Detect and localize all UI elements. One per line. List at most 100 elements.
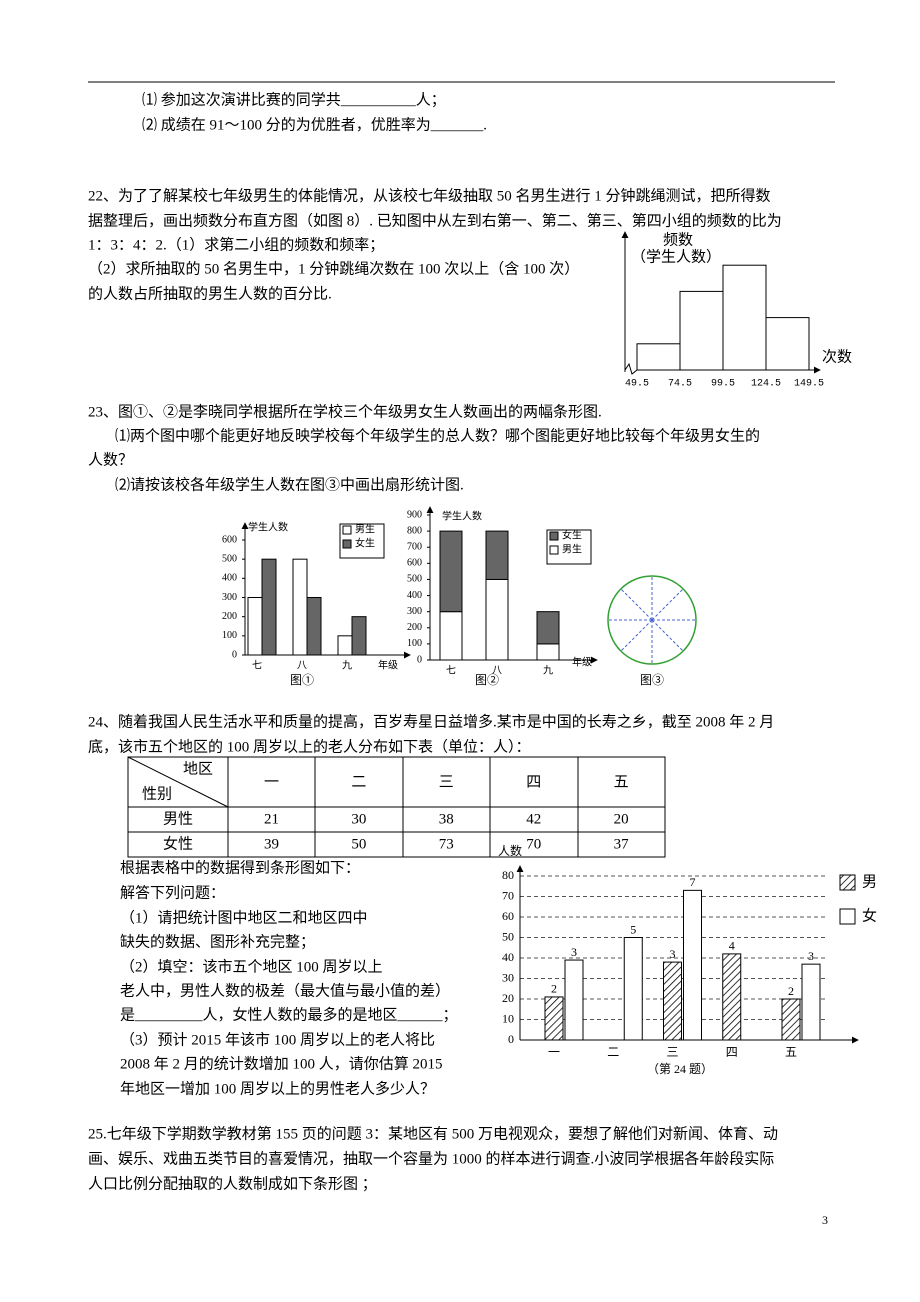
legend-swatch <box>342 539 352 549</box>
x-tick-label: 49.5 <box>625 379 649 390</box>
y-tick-label: 800 <box>407 525 422 536</box>
text-line: ⑴两个图中哪个能更好地反映学校每个年级学生的总人数？哪个图能更好地比较每个年级男… <box>115 426 760 444</box>
text-line: 根据表格中的数据得到条形图如下： <box>120 859 360 876</box>
x-tick-label: 四 <box>726 1045 738 1059</box>
text-line: 年地区一增加 100 周岁以上的男性老人多少人？ <box>120 1080 435 1097</box>
y-tick-label: 600 <box>222 534 237 545</box>
text-line: 23、图①、②是李晓同学根据所在学校三个年级男女生人数画出的两幅条形图. <box>88 402 602 420</box>
text-line: 24、随着我国人民生活水平和质量的提高，百岁寿星日益增多.某市是中国的长寿之乡，… <box>88 713 774 730</box>
legend-label: 男 <box>862 874 877 890</box>
table-cell: 30 <box>351 811 366 827</box>
bar-annotation: 5 <box>630 922 636 936</box>
bar <box>247 597 263 656</box>
legend-box <box>546 529 592 565</box>
y-axis-label: 人数 <box>498 843 522 858</box>
histogram-bar <box>722 264 767 371</box>
x-tick-label: 124.5 <box>751 379 781 390</box>
y-tick-label: 60 <box>502 909 514 923</box>
bar <box>564 959 584 1041</box>
column-header: 一 <box>264 774 279 790</box>
column-header: 四 <box>526 774 541 790</box>
bar-annotation: 2 <box>551 982 557 996</box>
question-24: 24、随着我国人民生活水平和质量的提高，百岁寿星日益增多.某市是中国的长寿之乡，… <box>88 713 774 755</box>
text-line: 22、为了了解某校七年级男生的体能情况，从该校七年级抽取 50 名男生进行 1 … <box>88 187 771 204</box>
text-line: 2008 年 2 月的统计数增加 100 人，请你估算 2015 <box>120 1054 443 1072</box>
x-tick-label: 九 <box>543 664 553 676</box>
y-tick-label: 600 <box>407 558 422 569</box>
figure-caption: （第 24 题） <box>647 1062 713 1076</box>
table-cell: 37 <box>614 836 630 852</box>
x-tick-label: 五 <box>785 1045 797 1059</box>
question-24-parts: 根据表格中的数据得到条形图如下： 解答下列问题： （1）请把统计图中地区二和地区… <box>120 859 458 1097</box>
y-tick-label: 10 <box>502 1011 514 1025</box>
text-line: 是_________人，女性人数的最多的是地区______； <box>120 1005 458 1023</box>
legend-label: 男生 <box>562 542 582 555</box>
table-corner: 性别 <box>142 785 172 802</box>
y-tick-label: 50 <box>502 929 514 943</box>
question-21: ⑴ 参加这次演讲比赛的同学共__________人； ⑵ 成绩在 91～100 … <box>142 91 487 133</box>
bar-annotation: 4 <box>729 939 735 953</box>
bar-annotation: 2 <box>788 984 794 998</box>
table-cell: 42 <box>526 811 541 827</box>
histogram-bar <box>679 290 724 371</box>
text-line: 底，该市五个地区的 100 周岁以上的老人分布如下表（单位：人）： <box>88 738 531 755</box>
text-line: 老人中，男性人数的极差（最大值与最小值的差） <box>120 982 450 999</box>
pie-radii <box>608 576 696 664</box>
x-axis-label: 次数 <box>822 348 852 365</box>
y-tick-label: 0 <box>417 654 422 665</box>
y-tick-label: 900 <box>407 509 422 520</box>
y-tick-label: 100 <box>222 630 237 641</box>
column-header: 二 <box>351 774 366 790</box>
y-tick-label: 40 <box>502 950 514 964</box>
x-tick-label: 149.5 <box>794 379 824 390</box>
text-line: ⑵请按该校各年级学生人数在图③中画出扇形统计图. <box>115 476 464 493</box>
column-header: 三 <box>439 774 454 790</box>
legend-swatch <box>342 525 352 535</box>
bar-segment <box>536 611 560 645</box>
text-line: 缺失的数据、图形补充完整； <box>120 933 315 950</box>
y-tick-label: 100 <box>407 638 422 649</box>
question-22: 22、为了了解某校七年级男生的体能情况，从该校七年级抽取 50 名男生进行 1 … <box>88 187 782 302</box>
legend-label: 女生 <box>355 536 375 549</box>
bar-segment <box>439 611 463 661</box>
bar-annotation: 3 <box>808 949 814 963</box>
legend-label: 女生 <box>562 528 582 541</box>
text-line: ⑵ 成绩在 91～100 分的为优胜者，优胜率为_______. <box>142 116 487 133</box>
text-line: （1）请把统计图中地区二和地区四中 <box>120 909 368 926</box>
histogram-bar <box>765 317 810 371</box>
y-tick-label: 300 <box>407 606 422 617</box>
table-cell: 38 <box>439 811 454 827</box>
legend-label: 女 <box>862 906 877 924</box>
bar <box>261 558 277 656</box>
y-tick-label: 700 <box>407 542 422 553</box>
table-cell: 73 <box>439 836 454 852</box>
text-line: （2）填空：该市五个地区 100 周岁以上 <box>120 958 383 975</box>
bar <box>663 961 682 1041</box>
bar <box>623 937 643 1041</box>
legend-box <box>339 523 385 559</box>
text-line: 解答下列问题： <box>120 884 225 901</box>
y-tick-label: 20 <box>502 991 514 1005</box>
text-line: 据整理后，画出频数分布直方图（如图 8）. 已知图中从左到右第一、第二、第三、第… <box>88 211 782 229</box>
table-corner: 地区 <box>183 760 213 777</box>
legend-label: 男生 <box>355 522 375 535</box>
data-table: 地区 性别 一 二 三 四 五男性 21 30 38 42 20 女性 39 50 73 70 37 <box>127 756 666 858</box>
y-axis-label: （学生人数） <box>631 248 721 265</box>
y-axis-label: 学生人数 <box>248 520 288 533</box>
x-axis-label: 年级 <box>378 658 398 671</box>
y-tick-label: 30 <box>502 970 514 984</box>
text-line: ⑴ 参加这次演讲比赛的同学共__________人； <box>142 91 446 108</box>
figure-3: 图③ <box>607 575 697 687</box>
x-tick-label: 七 <box>446 664 456 676</box>
table-cell: 50 <box>351 836 366 852</box>
table-cell: 70 <box>526 836 541 852</box>
text-line: 1：3：4：2.（1）求第二小组的频数和频率； <box>88 235 384 253</box>
y-tick-label: 70 <box>502 888 514 902</box>
x-tick-label: 一 <box>548 1045 560 1059</box>
bar <box>351 616 367 656</box>
text-line: 人数？ <box>88 451 133 468</box>
legend-swatch <box>839 874 856 891</box>
bar-annotation: 3 <box>571 945 577 959</box>
table-cell: 39 <box>264 836 279 852</box>
